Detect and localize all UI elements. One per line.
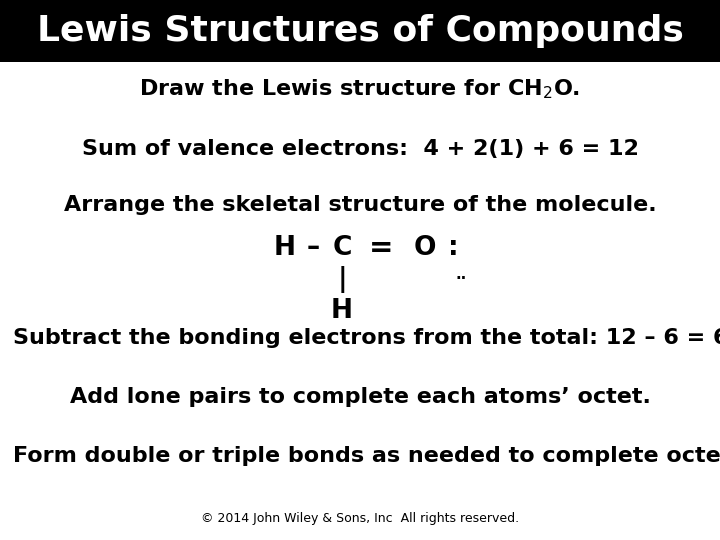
Bar bbox=[0, 0, 720, 62]
Text: |: | bbox=[337, 266, 347, 293]
Text: C: C bbox=[333, 235, 351, 261]
Text: =: = bbox=[369, 234, 394, 262]
Text: O: O bbox=[413, 235, 436, 261]
Text: Add lone pairs to complete each atoms’ octet.: Add lone pairs to complete each atoms’ o… bbox=[70, 387, 650, 407]
Text: :: : bbox=[449, 235, 459, 261]
Text: Sum of valence electrons:  4 + 2(1) + 6 = 12: Sum of valence electrons: 4 + 2(1) + 6 =… bbox=[81, 138, 639, 159]
Text: © 2014 John Wiley & Sons, Inc  All rights reserved.: © 2014 John Wiley & Sons, Inc All rights… bbox=[201, 512, 519, 525]
Text: –: – bbox=[307, 235, 320, 261]
Text: Form double or triple bonds as needed to complete octets.: Form double or triple bonds as needed to… bbox=[13, 446, 720, 467]
Text: Draw the Lewis structure for CH$_2$O.: Draw the Lewis structure for CH$_2$O. bbox=[140, 77, 580, 101]
Text: H: H bbox=[331, 298, 353, 323]
Text: Subtract the bonding electrons from the total: 12 – 6 = 6: Subtract the bonding electrons from the … bbox=[13, 327, 720, 348]
Text: ··: ·· bbox=[455, 271, 467, 286]
Text: Arrange the skeletal structure of the molecule.: Arrange the skeletal structure of the mo… bbox=[63, 195, 657, 215]
Text: Lewis Structures of Compounds: Lewis Structures of Compounds bbox=[37, 14, 683, 48]
Text: H: H bbox=[274, 235, 295, 261]
